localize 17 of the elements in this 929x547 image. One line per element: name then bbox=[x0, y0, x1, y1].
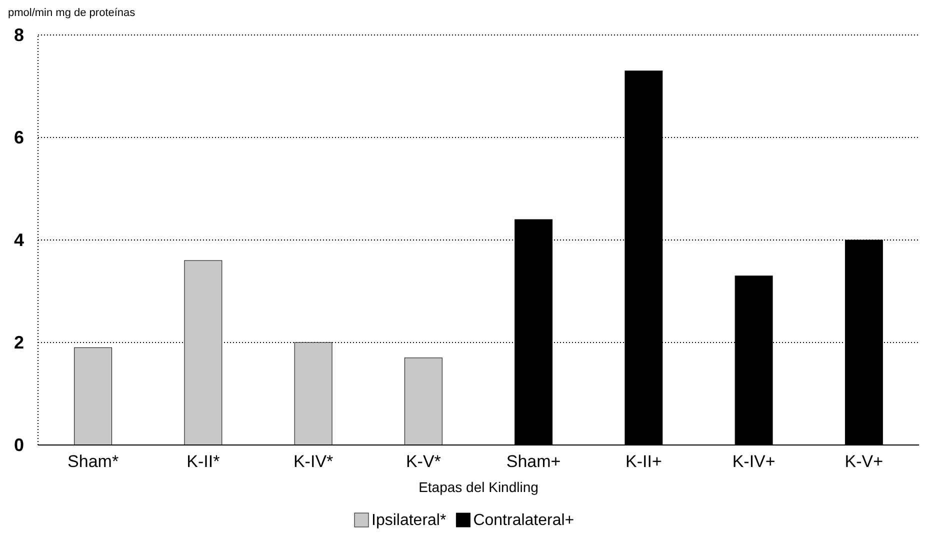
y-tick-label: 6 bbox=[14, 127, 24, 148]
x-tick-label: K-V* bbox=[406, 452, 442, 472]
y-tick-label: 4 bbox=[14, 230, 24, 250]
y-tick-label: 2 bbox=[14, 332, 24, 352]
y-tick-label: 8 bbox=[14, 24, 24, 45]
x-tick-label: Sham+ bbox=[506, 452, 561, 472]
x-axis-title: Etapas del Kindling bbox=[418, 479, 538, 495]
x-tick-label: K-II+ bbox=[626, 452, 662, 472]
x-tick-label: K-IV* bbox=[293, 452, 334, 472]
y-tick-label: 0 bbox=[14, 434, 24, 455]
x-tick-label: K-V+ bbox=[844, 452, 884, 472]
x-tick-label: Sham* bbox=[68, 452, 119, 472]
legend-label: Contralateral+ bbox=[473, 512, 574, 529]
x-tick-label: K-IV+ bbox=[732, 452, 776, 472]
x-tick-label: K-II* bbox=[186, 452, 220, 472]
legend-label: Ipsilateral* bbox=[372, 512, 446, 529]
y-axis-title: pmol/min mg de proteínas bbox=[8, 7, 136, 19]
